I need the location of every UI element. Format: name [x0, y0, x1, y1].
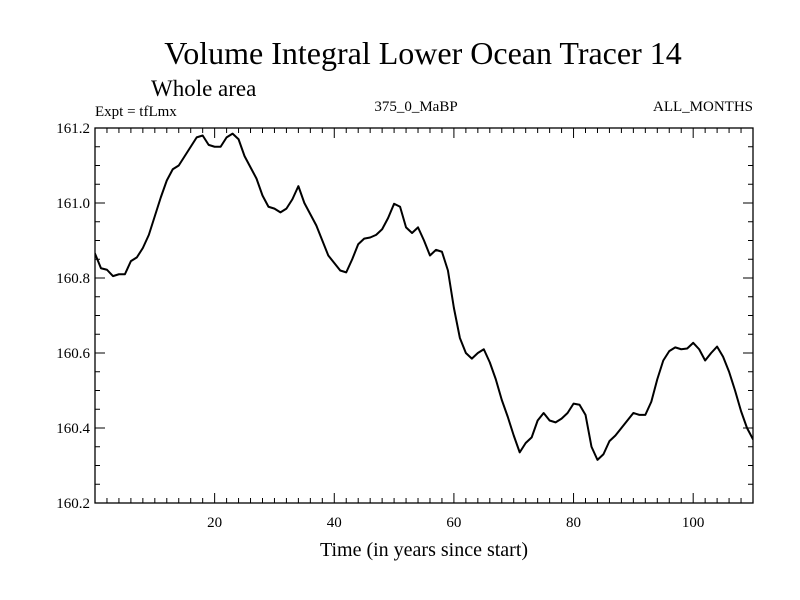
- experiment-label: Expt = tfLmx: [95, 104, 177, 120]
- x-tick-label: 20: [207, 515, 222, 531]
- plot-frame: [94, 127, 754, 504]
- y-tick-label: 160.8: [56, 271, 90, 287]
- chart-subtitle: Whole area: [151, 76, 256, 101]
- x-tick-label: 80: [566, 515, 581, 531]
- y-tick-label: 161.0: [56, 196, 90, 212]
- series-layer: [95, 132, 753, 461]
- x-axis: 20 40 60 80 100: [106, 128, 742, 531]
- x-tick-label: 100: [682, 515, 705, 531]
- months-label: ALL_MONTHS: [653, 99, 753, 115]
- y-tick-label: 160.4: [56, 421, 90, 437]
- y-axis: 160.2 160.4 160.6 160.8 161.0 161.2: [56, 121, 753, 512]
- series-line: [95, 132, 753, 461]
- x-tick-label: 60: [446, 515, 461, 531]
- y-tick-label: 160.6: [56, 346, 90, 362]
- y-tick-label: 160.2: [56, 496, 90, 512]
- period-label: 375_0_MaBP: [374, 99, 457, 115]
- y-tick-label: 161.2: [56, 121, 90, 137]
- chart-title: Volume Integral Lower Ocean Tracer 14: [164, 35, 681, 71]
- x-tick-label: 40: [327, 515, 342, 531]
- x-axis-label: Time (in years since start): [320, 539, 528, 561]
